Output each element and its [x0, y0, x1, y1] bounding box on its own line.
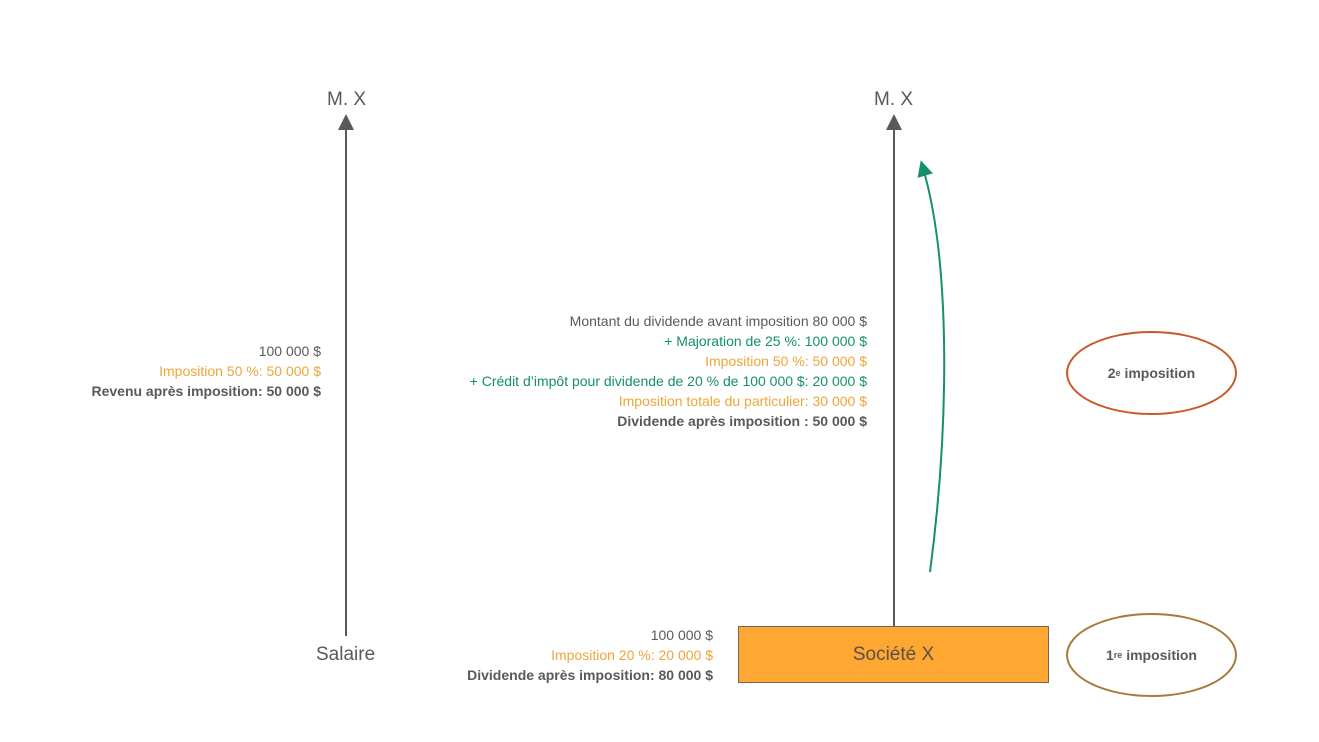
badge-text: imposition	[1122, 647, 1197, 663]
right-recipient-label: M. X	[874, 89, 914, 110]
company-income: 100 000 $	[650, 627, 713, 643]
tax-flow-curved-arrow	[917, 160, 946, 573]
first-taxation-badge: 1 re imposition	[1066, 613, 1237, 697]
left-recipient-label: M. X	[327, 89, 367, 110]
dividend-total-tax: Imposition totale du particulier: 30 000…	[618, 393, 867, 409]
company-dividend: Dividende après imposition: 80 000 $	[467, 667, 713, 683]
badge-text: imposition	[1120, 365, 1196, 381]
salary-label: Salaire	[316, 644, 376, 665]
badge-number: 2	[1107, 365, 1116, 381]
badge-number: 1	[1106, 647, 1114, 663]
dividend-details: Montant du dividende avant imposition 80…	[470, 311, 867, 431]
badge-ordinal: e	[1115, 368, 1121, 378]
dividend-tax: Imposition 50 %: 50 000 $	[705, 353, 867, 369]
badge-ordinal: re	[1113, 650, 1123, 660]
dividend-tax-credit: + Crédit d’impôt pour dividende de 20 % …	[469, 373, 867, 389]
dividend-net: Dividende après imposition : 50 000 $	[617, 413, 867, 429]
salary-net: Revenu après imposition: 50 000 $	[91, 383, 321, 399]
dividend-grossup: + Majoration de 25 %: 100 000 $	[664, 333, 867, 349]
dividend-gross: Montant du dividende avant imposition 80…	[569, 313, 867, 329]
company-tax: Imposition 20 %: 20 000 $	[551, 647, 713, 663]
company-box: Société X	[738, 626, 1049, 683]
salary-tax: Imposition 50 %: 50 000 $	[159, 363, 321, 379]
salary-details: 100 000 $ Imposition 50 %: 50 000 $ Reve…	[91, 341, 321, 401]
salary-amount: 100 000 $	[258, 343, 321, 359]
company-details: 100 000 $ Imposition 20 %: 20 000 $ Divi…	[467, 625, 713, 685]
